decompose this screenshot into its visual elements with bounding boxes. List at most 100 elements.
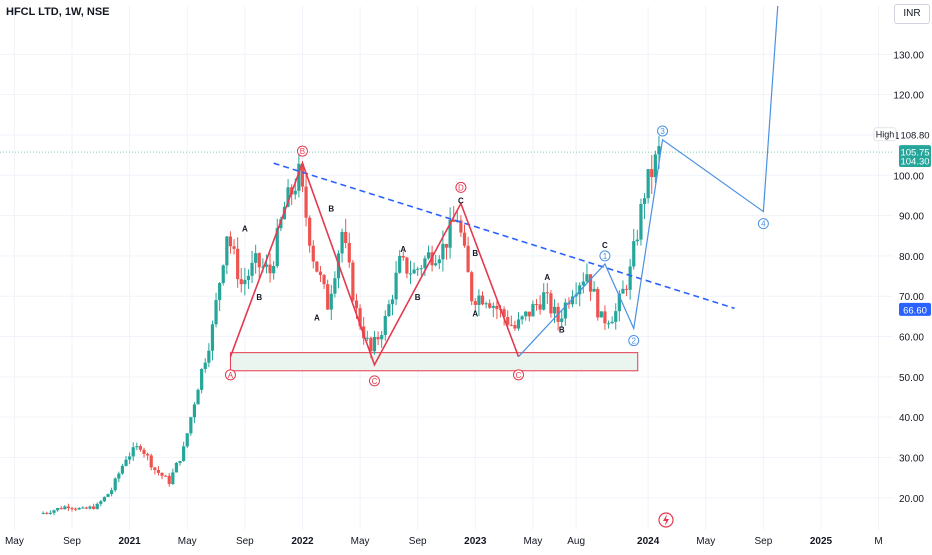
time-axis-bg: [0, 530, 893, 550]
time-tick-label: Sep: [236, 536, 254, 547]
candle-body: [369, 337, 373, 352]
last-price-tag: 105.75: [899, 145, 931, 159]
candle-body: [81, 507, 85, 509]
marker-price-tag: 66.60: [899, 302, 931, 316]
blue-wave-label: 3: [657, 125, 669, 137]
candle-body: [365, 337, 369, 339]
abc-letter-label: A: [314, 313, 320, 322]
time-tick-label: 2021: [119, 536, 142, 547]
candle-body: [347, 243, 351, 263]
candle-body: [408, 273, 413, 275]
blue-wave-line[interactable]: [518, 5, 779, 358]
descending-trendline[interactable]: [273, 162, 735, 310]
time-tick-label: May: [696, 536, 715, 547]
candle-body: [66, 506, 71, 509]
high-label-box: High: [873, 127, 897, 142]
support-zone: [229, 352, 639, 372]
candle-body: [423, 258, 427, 269]
candle-body: [124, 459, 128, 466]
header-sep: ,: [58, 6, 65, 18]
symbol-name: HFCL LTD: [6, 6, 59, 18]
candle-body: [135, 446, 139, 448]
red-wave-label: C: [513, 369, 525, 381]
candle-body: [268, 264, 272, 274]
abc-letter-label: A: [400, 245, 406, 254]
candle-body: [617, 293, 621, 312]
candle-body: [264, 264, 269, 267]
candle-body: [272, 266, 276, 274]
candle-body: [261, 266, 265, 268]
candle-body: [41, 512, 45, 514]
symbol-interval: 1W: [64, 6, 81, 18]
candle-body: [286, 187, 290, 207]
price-tick-label: 90.00: [899, 212, 924, 223]
candle-body: [603, 311, 607, 324]
candle-body: [275, 228, 279, 267]
candle-body: [394, 272, 398, 300]
marker-price-tag-text: 66.60: [903, 305, 927, 316]
candle-body: [207, 350, 211, 363]
candle-body: [257, 253, 261, 268]
high-price-tag-text: 108.80: [900, 130, 929, 141]
candle-body: [156, 469, 161, 473]
candle-body: [426, 252, 431, 259]
time-tick-label: 2022: [291, 536, 314, 547]
candle-body: [524, 311, 528, 317]
candle-body: [333, 278, 337, 294]
red-wave-label-ring: [296, 145, 308, 157]
event-icon[interactable]: [658, 512, 674, 528]
abc-letter-label: A: [472, 309, 478, 318]
candle-body: [405, 257, 409, 274]
candle-body: [167, 475, 171, 484]
red-pattern-line[interactable]: [229, 160, 520, 367]
candle-body: [549, 293, 553, 314]
price-tick-label: 40.00: [899, 413, 924, 424]
time-tick-label: 2023: [464, 536, 487, 547]
red-wave-label-text: D: [458, 183, 464, 192]
candle-body: [164, 475, 168, 477]
candle-body: [293, 190, 297, 195]
marker-price-tag-bg: [899, 302, 931, 316]
candle-body: [304, 186, 308, 218]
currency-unit-button[interactable]: INR: [894, 4, 930, 24]
candle-body: [578, 285, 582, 295]
candle-body: [358, 308, 362, 327]
candle-body: [106, 494, 110, 497]
abc-letter-label: B: [256, 293, 262, 302]
price-tick-label: 30.00: [899, 453, 924, 464]
candle-body: [88, 506, 92, 509]
candle-body: [63, 506, 67, 510]
abc-letter-label: C: [458, 197, 464, 206]
red-wave-label-ring: [455, 181, 467, 193]
candle-body: [462, 232, 467, 246]
candle-body: [390, 299, 395, 305]
candle-body: [203, 362, 207, 369]
blue-wave-label-text: 2: [632, 337, 637, 346]
candle-body: [441, 243, 445, 260]
candle-body: [322, 275, 326, 285]
candle-body: [513, 325, 517, 329]
red-wave-label-text: B: [300, 147, 305, 156]
candle-body: [225, 236, 229, 266]
candle-body: [300, 163, 305, 187]
candle-body: [502, 309, 506, 318]
candle-body: [412, 269, 416, 274]
candle-body: [52, 510, 56, 513]
price-tick-label: 100.00: [893, 171, 924, 182]
price-axis[interactable]: 20.00 30.00 40.00 50.00 60.00 70.00 80.00 90.00…: [893, 0, 932, 550]
candle-body: [383, 316, 387, 336]
candle-body: [102, 496, 107, 502]
candle-body: [560, 318, 564, 322]
candle-body: [650, 169, 654, 178]
time-axis[interactable]: May Sep 2021 May Sep 2022 May Sep 2023 May Aug 2024…: [0, 530, 893, 550]
blue-wave-label: 2: [628, 335, 640, 347]
candle-body: [174, 462, 179, 473]
candle-body: [477, 295, 481, 305]
candle-body: [416, 268, 420, 270]
candle-body: [228, 236, 233, 247]
candle-body: [171, 472, 175, 484]
candle-body: [372, 337, 377, 352]
candle-body: [308, 217, 312, 246]
